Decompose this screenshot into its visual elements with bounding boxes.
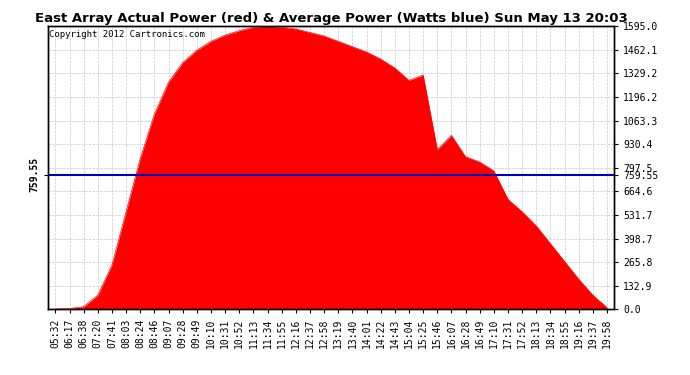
- Title: East Array Actual Power (red) & Average Power (Watts blue) Sun May 13 20:03: East Array Actual Power (red) & Average …: [34, 12, 628, 25]
- Text: Copyright 2012 Cartronics.com: Copyright 2012 Cartronics.com: [50, 30, 206, 39]
